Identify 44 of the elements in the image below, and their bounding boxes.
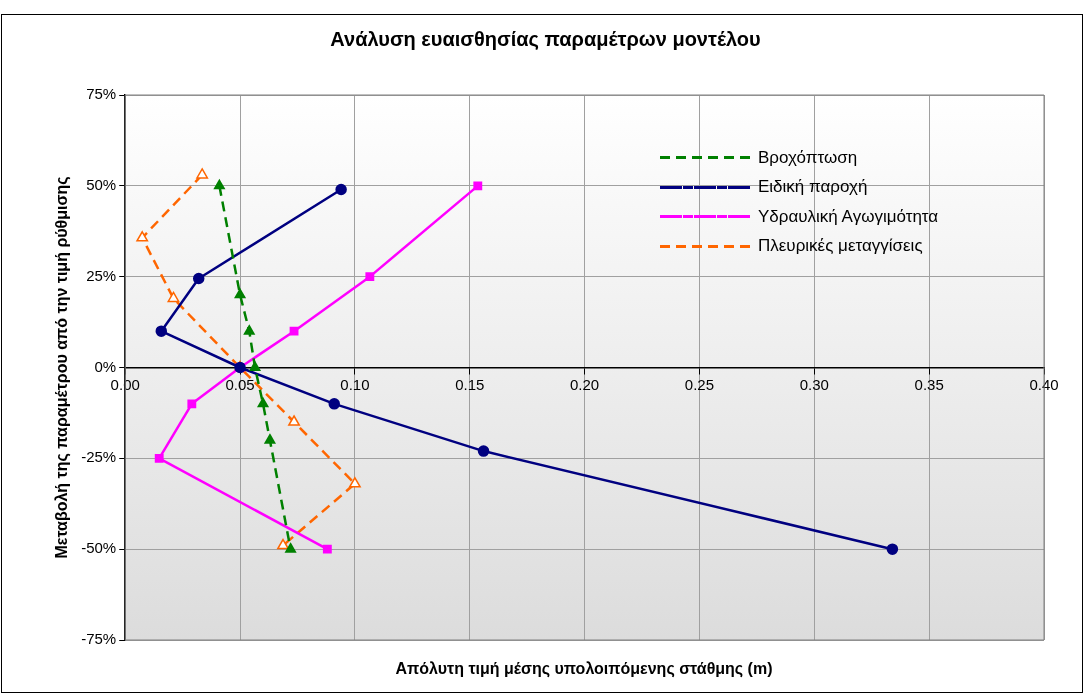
legend-label: Πλευρικές μεταγγίσεις xyxy=(758,236,923,257)
y-tick-label: 75% xyxy=(86,85,117,103)
point xyxy=(154,453,164,463)
y-tick-label: -50% xyxy=(81,539,117,557)
point xyxy=(886,543,899,555)
x-tick-label: 0.40 xyxy=(1029,375,1059,393)
point xyxy=(288,415,300,426)
x-tick-label: 0.35 xyxy=(914,375,944,393)
x-tick-label: 0.30 xyxy=(799,375,829,393)
x-tick-label: 0.05 xyxy=(225,375,255,393)
point xyxy=(348,477,361,488)
y-tick-label: -25% xyxy=(81,448,117,466)
point xyxy=(473,181,483,191)
point xyxy=(285,543,296,553)
y-axis-title: Μεταβολή της παραμέτρου από την τιμή ρύθμισης xyxy=(53,176,72,559)
point xyxy=(322,544,332,554)
x-tick-label: 0.25 xyxy=(684,375,715,393)
point xyxy=(289,326,299,336)
point xyxy=(244,325,255,335)
point xyxy=(196,168,209,179)
y-tick-label: 0% xyxy=(94,357,117,375)
point xyxy=(249,361,261,371)
y-tick-label: -75% xyxy=(81,630,117,648)
point xyxy=(365,272,375,282)
y-tick-label: 50% xyxy=(86,175,117,193)
point xyxy=(136,231,149,242)
x-tick-label: 0.10 xyxy=(340,375,370,393)
legend-label: Ειδική παροχή xyxy=(758,177,868,198)
point xyxy=(477,445,490,457)
point xyxy=(264,434,276,444)
point xyxy=(335,183,347,196)
point xyxy=(192,272,205,285)
legend-label: Υδραυλική Αγωγιμότητα xyxy=(758,206,939,227)
x-axis-title: Απόλυτη τιμή μέσης υπολοιπόμενης στάθμης (m) xyxy=(394,660,774,678)
x-tick-label: 0.15 xyxy=(455,375,485,393)
legend-label: Βροχόπτωση xyxy=(758,147,858,168)
x-tick-label: 0.20 xyxy=(570,375,600,393)
point xyxy=(277,538,289,550)
point xyxy=(167,291,180,303)
point xyxy=(328,398,340,410)
point xyxy=(187,399,197,409)
point xyxy=(155,325,168,337)
y-tick-label: 25% xyxy=(86,266,117,284)
chart-title: Ανάλυση ευαισθησίας παραμέτρων μοντέλου xyxy=(330,27,761,50)
